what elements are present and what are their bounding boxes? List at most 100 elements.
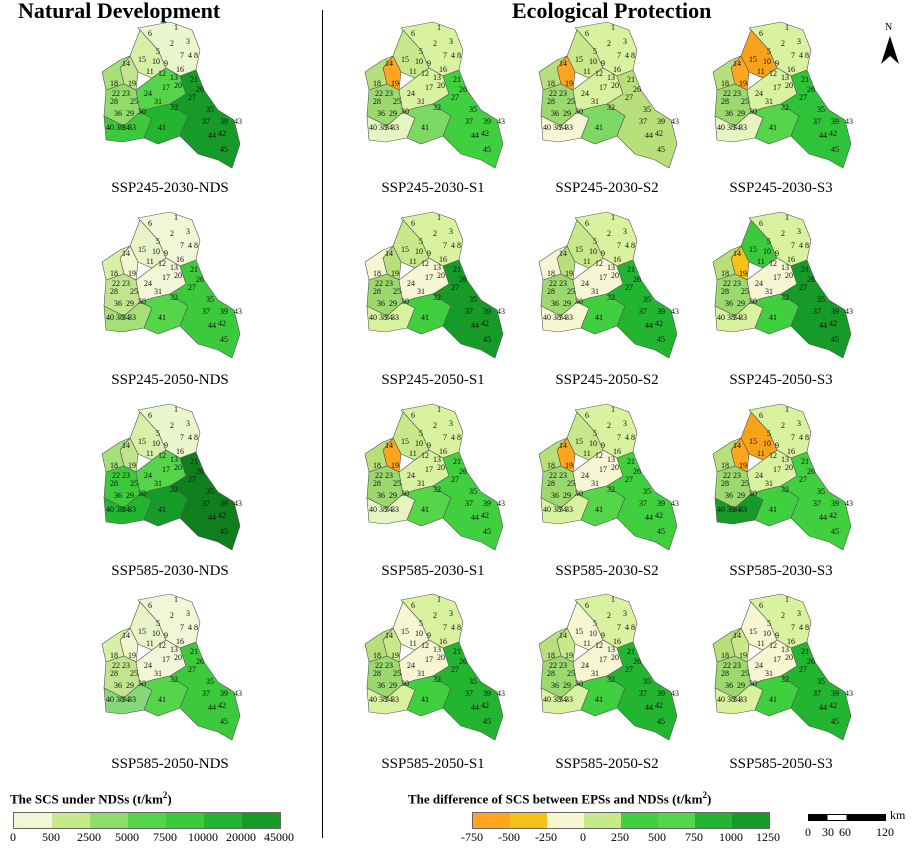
zone-number: 24: [755, 279, 763, 288]
map-panel: 1 2 3 4 5 6 7 8 9 10 11 12 13 14 15 16 17 18 19 20 21 22 23 24 2…: [363, 592, 523, 762]
zone-number: 37: [202, 117, 210, 126]
zone-number: 23: [733, 471, 741, 480]
legend-tick: 0: [580, 830, 586, 844]
zone-number: 2: [781, 421, 785, 430]
zone-number: 36: [551, 491, 559, 500]
zone-number: 11: [409, 449, 417, 458]
zone-number: 36: [551, 681, 559, 690]
zone-number: 43: [671, 307, 679, 316]
zone-number: 11: [409, 639, 417, 648]
zone-number: 41: [158, 505, 166, 514]
zone-number: 23: [733, 279, 741, 288]
map-region: [432, 259, 504, 359]
zone-number: 24: [407, 471, 415, 480]
zone-number: 34: [122, 313, 130, 322]
zone-number: 18: [721, 269, 729, 278]
zone-number: 36: [114, 681, 122, 690]
zone-number: 31: [765, 287, 773, 296]
legend-swatch: [242, 813, 280, 828]
zone-number: 42: [655, 129, 663, 138]
zone-number: 22: [723, 471, 731, 480]
zone-number: 10: [152, 57, 160, 66]
zone-number: 8: [194, 241, 198, 250]
zone-number: 14: [122, 249, 130, 258]
zone-number: 7: [443, 51, 447, 60]
zone-number: 32: [607, 675, 615, 684]
zone-number: 41: [769, 123, 777, 132]
zone-number: 16: [439, 255, 447, 264]
zone-number: 32: [607, 103, 615, 112]
zone-number: 36: [377, 109, 385, 118]
map-panel: 1 2 3 4 5 6 7 8 9 10 11 12 13 14 15 16 17 18 19 20 21 22 23 24 2…: [711, 210, 871, 380]
zone-number: 41: [595, 505, 603, 514]
zone-number: 24: [755, 471, 763, 480]
zone-number: 9: [775, 59, 779, 68]
zone-number: 9: [427, 441, 431, 450]
zone-number: 7: [180, 623, 184, 632]
zone-number: 3: [449, 419, 453, 428]
zone-number: 45: [831, 717, 839, 726]
zone-number: 13: [607, 455, 615, 464]
zone-number: 19: [739, 269, 747, 278]
zone-number: 13: [433, 645, 441, 654]
zone-number: 15: [749, 55, 757, 64]
map-region: [432, 451, 504, 551]
zone-number: 12: [421, 641, 429, 650]
zone-number: 25: [130, 287, 138, 296]
zone-number: 4: [625, 433, 629, 442]
legend-swatch: [732, 813, 769, 828]
zone-number: 15: [401, 55, 409, 64]
zone-number: 26: [196, 85, 204, 94]
zone-number: 10: [152, 439, 160, 448]
panel-label: SSP585-2050-S3: [729, 756, 833, 772]
zone-number: 39: [657, 307, 665, 316]
zone-number: 39: [483, 307, 491, 316]
zone-number: 34: [733, 313, 741, 322]
zone-number: 9: [601, 59, 605, 68]
zone-number: 22: [112, 89, 120, 98]
zone-number: 11: [583, 639, 591, 648]
zone-number: 19: [128, 269, 136, 278]
zone-number: 8: [194, 51, 198, 60]
zone-number: 11: [583, 67, 591, 76]
zone-number: 1: [611, 23, 615, 32]
zone-number: 34: [122, 695, 130, 704]
zone-number: 2: [781, 611, 785, 620]
zone-number: 17: [425, 273, 433, 282]
map-panel: 1 2 3 4 5 6 7 8 9 10 11 12 13 14 15 16 17 18 19 20 21 22 23 24 2…: [537, 210, 697, 380]
zone-number: 39: [220, 689, 228, 698]
zone-number: 27: [625, 665, 633, 674]
zone-number: 31: [154, 479, 162, 488]
zone-number: 35: [643, 487, 651, 496]
map-region: [780, 259, 852, 359]
zone-number: 36: [114, 299, 122, 308]
zone-number: 14: [559, 631, 567, 640]
zone-number: 14: [559, 249, 567, 258]
zone-number: 40: [106, 695, 114, 704]
zone-number: 5: [419, 429, 423, 438]
zone-number: 21: [453, 265, 461, 274]
zone-number: 16: [439, 447, 447, 456]
zone-number: 41: [158, 123, 166, 132]
zone-number: 10: [589, 629, 597, 638]
zone-number: 43: [671, 689, 679, 698]
zone-number: 20: [785, 81, 793, 90]
zone-number: 10: [415, 629, 423, 638]
zone-number: 35: [206, 105, 214, 114]
zone-number: 7: [180, 433, 184, 442]
zone-number: 27: [799, 475, 807, 484]
zone-number: 24: [407, 661, 415, 670]
zone-number: 15: [749, 627, 757, 636]
zone-number: 2: [433, 229, 437, 238]
zone-number: 2: [170, 229, 174, 238]
zone-number: 27: [799, 93, 807, 102]
zone-number: 16: [176, 447, 184, 456]
zone-number: 5: [767, 237, 771, 246]
zone-number: 42: [655, 511, 663, 520]
zone-number: 9: [775, 249, 779, 258]
zone-number: 19: [391, 79, 399, 88]
zone-number: 4: [625, 51, 629, 60]
zone-number: 1: [174, 595, 178, 604]
